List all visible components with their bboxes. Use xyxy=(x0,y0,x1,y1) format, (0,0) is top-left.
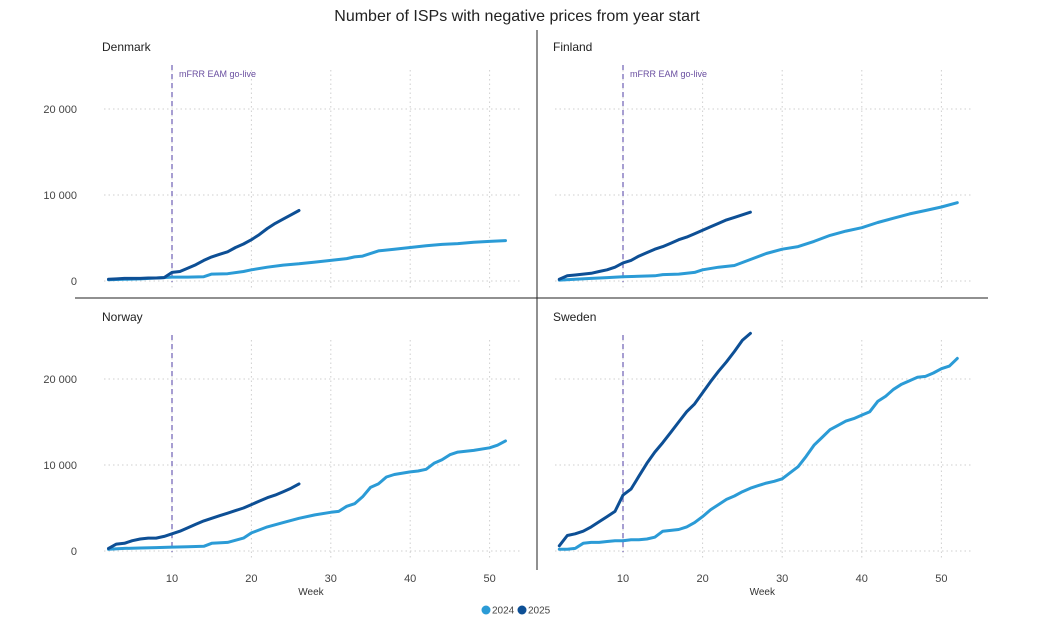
x-tick-label: 20 xyxy=(245,573,257,585)
series-line-2025 xyxy=(107,209,301,281)
series-line-2025 xyxy=(557,331,752,548)
x-tick-label: 30 xyxy=(776,573,788,585)
panel-finland: Finland mFRR EAM go-live xyxy=(553,40,972,290)
legend-label: 2025 xyxy=(528,606,551,617)
legend: 2024 2025 xyxy=(481,605,551,617)
x-tick-label: 10 xyxy=(617,573,629,585)
panel-sweden: 10 20 30 40 50 Week Sweden xyxy=(553,310,972,598)
panel-title: Finland xyxy=(553,40,592,54)
series-line-2024 xyxy=(107,439,507,551)
series-line-2025 xyxy=(107,482,301,550)
y-tick-label: 10 000 xyxy=(43,460,77,472)
y-tick-label: 10 000 xyxy=(43,190,77,202)
series-line-2024 xyxy=(107,239,507,282)
x-tick-label: 40 xyxy=(404,573,416,585)
panel-title: Denmark xyxy=(102,40,152,54)
series-line-2024 xyxy=(557,201,959,282)
x-tick-label: 20 xyxy=(696,573,708,585)
legend-item-2025[interactable]: 2025 xyxy=(517,605,551,617)
x-tick-label: 10 xyxy=(166,573,178,585)
series-line-2024 xyxy=(557,356,959,551)
y-tick-label: 20 000 xyxy=(43,104,77,116)
panel-denmark: 0 10 000 20 000 Denmark mFRR EAM go-live xyxy=(43,40,520,290)
panel-dividers xyxy=(75,30,988,570)
y-tick-label: 0 xyxy=(71,276,77,288)
x-axis-title: Week xyxy=(750,587,776,598)
panel-title: Sweden xyxy=(553,310,596,324)
legend-swatch xyxy=(517,605,527,615)
annotation-label: mFRR EAM go-live xyxy=(179,69,256,79)
y-tick-label: 0 xyxy=(71,546,77,558)
panel-title: Norway xyxy=(102,310,143,324)
annotation-label: mFRR EAM go-live xyxy=(630,69,707,79)
chart-title: Number of ISPs with negative prices from… xyxy=(334,8,700,25)
x-axis-title: Week xyxy=(298,587,324,598)
x-tick-label: 40 xyxy=(856,573,868,585)
x-tick-label: 30 xyxy=(325,573,337,585)
legend-swatch xyxy=(481,605,491,615)
series-line-2025 xyxy=(557,210,752,281)
legend-label: 2024 xyxy=(492,606,515,617)
panel-norway: 0 10 000 20 000 10 20 30 40 50 Week Norway xyxy=(43,310,520,598)
x-tick-label: 50 xyxy=(483,573,495,585)
y-tick-label: 20 000 xyxy=(43,374,77,386)
x-tick-label: 50 xyxy=(935,573,947,585)
legend-item-2024[interactable]: 2024 xyxy=(481,605,515,617)
